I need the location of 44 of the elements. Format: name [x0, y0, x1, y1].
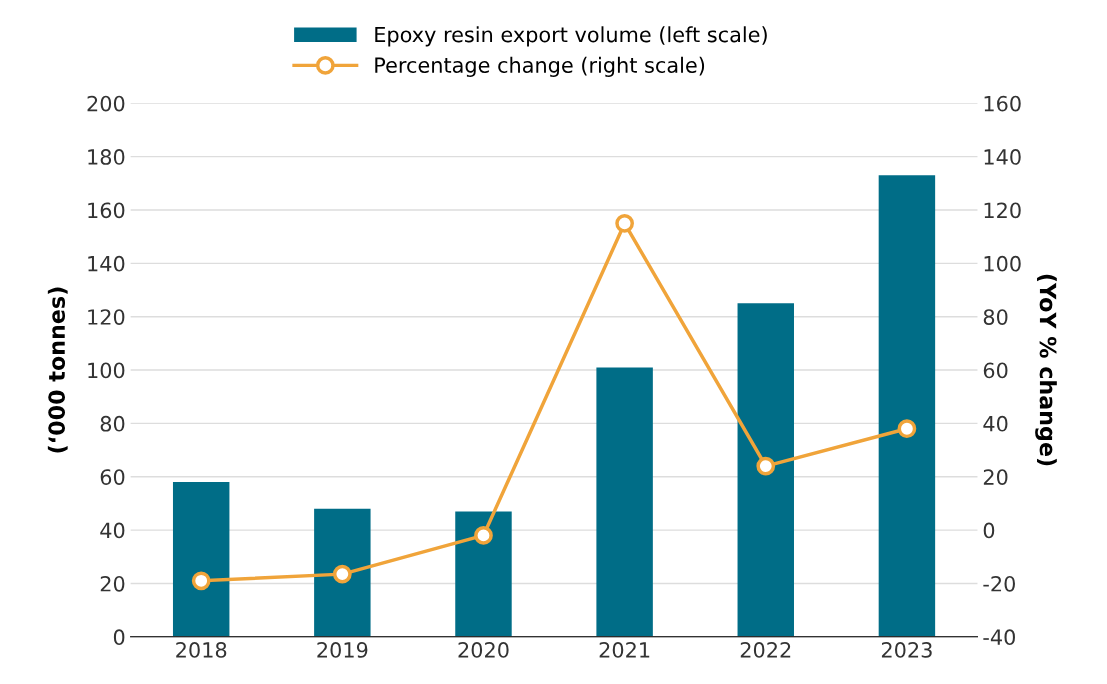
y-tick-label: 120: [88, 309, 125, 325]
y-tick-label: 60: [100, 469, 125, 485]
y-tick-label: 20: [100, 575, 125, 592]
x-tick-label: 2023: [881, 642, 932, 658]
y2-tick-label: -40: [983, 629, 1015, 646]
y-tick-label: 40: [100, 522, 125, 539]
y2-tick-label: 140: [984, 149, 1021, 165]
y-tick-label: 200: [87, 95, 125, 112]
y-tick-label: 180: [88, 149, 125, 165]
y2-tick-label: 60: [983, 362, 1008, 379]
point: [756, 456, 776, 476]
legend-label: Epoxy resin export volume (left scale): [375, 26, 767, 47]
y2-tick-label: 160: [984, 95, 1021, 112]
point: [332, 564, 352, 584]
x-tick-label: 2022: [740, 642, 791, 658]
x-tick-label: 2021: [599, 642, 650, 658]
x-tick-label: 2018: [176, 642, 227, 658]
y2-tick-label: 100: [984, 255, 1021, 272]
bar: [314, 508, 371, 637]
bar: [878, 175, 936, 637]
y2-tick-label: 0: [983, 522, 995, 539]
y2-tick-label: 20: [983, 469, 1008, 485]
y2-tick-label: 120: [984, 202, 1021, 219]
y2-tick-label: -20: [983, 575, 1015, 592]
point: [191, 571, 211, 591]
point: [615, 213, 634, 233]
y2-tick-label: 40: [983, 415, 1008, 432]
y-tick-label: 0: [113, 629, 125, 646]
bar: [737, 303, 794, 637]
y-tick-label: 160: [88, 202, 125, 219]
bar: [172, 482, 230, 637]
legend-label: Percentage change (right scale): [375, 56, 705, 78]
y-tick-label: 100: [88, 362, 125, 379]
y-axis-title: (‘000 tonnes): [47, 287, 68, 453]
point: [897, 419, 917, 439]
y-tick-label: 80: [100, 415, 125, 432]
y2-tick-label: 80: [983, 309, 1008, 325]
bar: [455, 511, 512, 637]
y2-axis-title: (YoY % change): [1035, 274, 1057, 466]
x-tick-label: 2019: [317, 642, 368, 658]
x-tick-label: 2020: [458, 642, 509, 658]
point: [474, 526, 493, 545]
bar: [596, 367, 653, 637]
y-tick-label: 140: [88, 255, 125, 272]
